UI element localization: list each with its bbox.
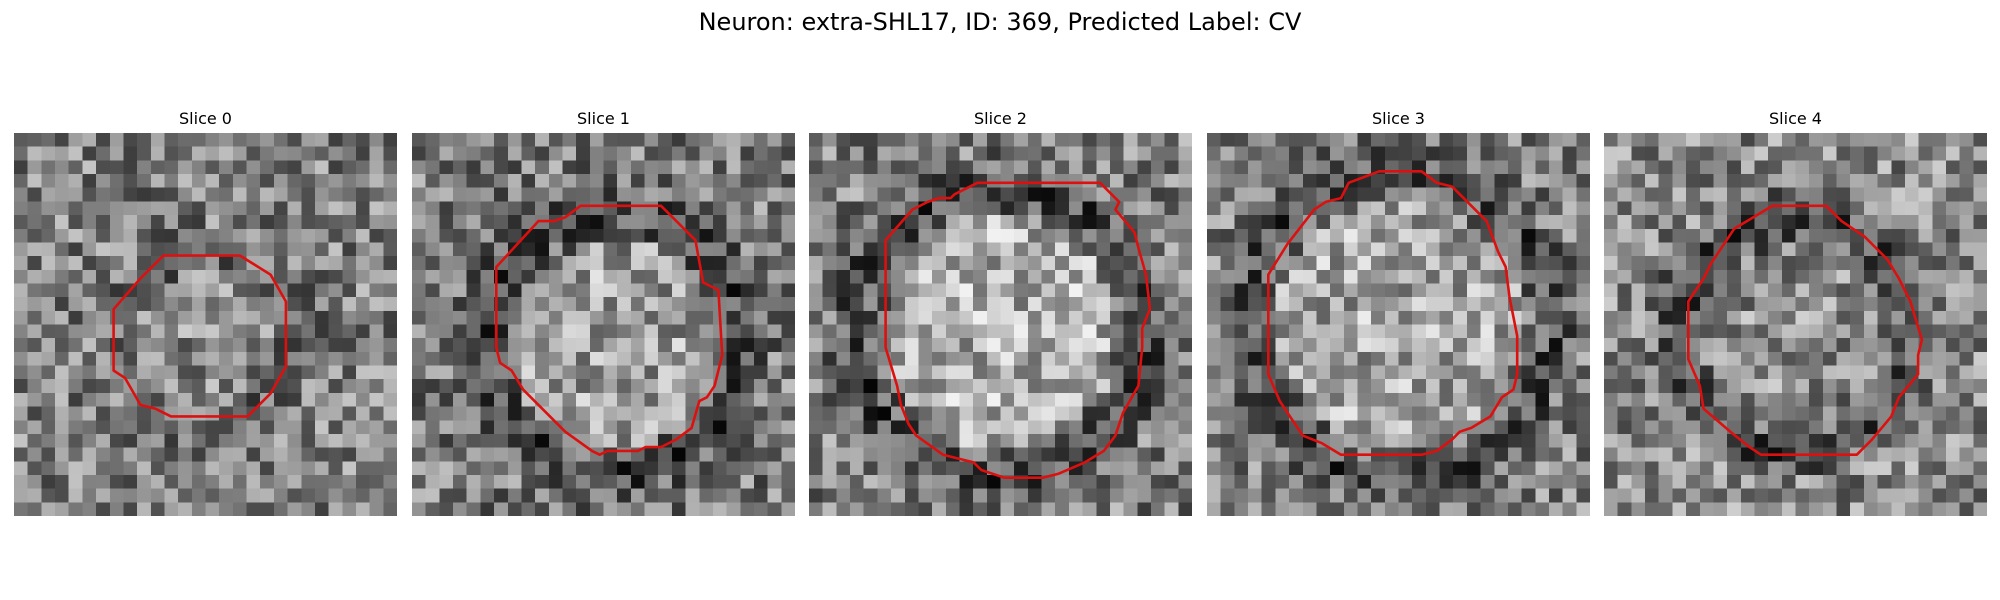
slice-title-4: Slice 4 bbox=[1769, 109, 1822, 128]
contour-outline bbox=[112, 254, 288, 418]
slice-title-1: Slice 1 bbox=[577, 109, 630, 128]
contour-outline bbox=[1266, 169, 1519, 457]
contour-outline bbox=[1687, 204, 1924, 457]
slice-title-3: Slice 3 bbox=[1372, 109, 1425, 128]
slice-image-3 bbox=[1207, 133, 1590, 516]
slice-title-2: Slice 2 bbox=[974, 109, 1027, 128]
slice-image-1 bbox=[412, 133, 795, 516]
contour-outline bbox=[884, 181, 1152, 480]
slice-image-2 bbox=[809, 133, 1192, 516]
slice-title-0: Slice 0 bbox=[179, 109, 232, 128]
slice-image-4 bbox=[1604, 133, 1987, 516]
contour-outline bbox=[495, 204, 724, 457]
figure-title: Neuron: extra-SHL17, ID: 369, Predicted … bbox=[698, 8, 1302, 36]
slice-image-0 bbox=[14, 133, 397, 516]
